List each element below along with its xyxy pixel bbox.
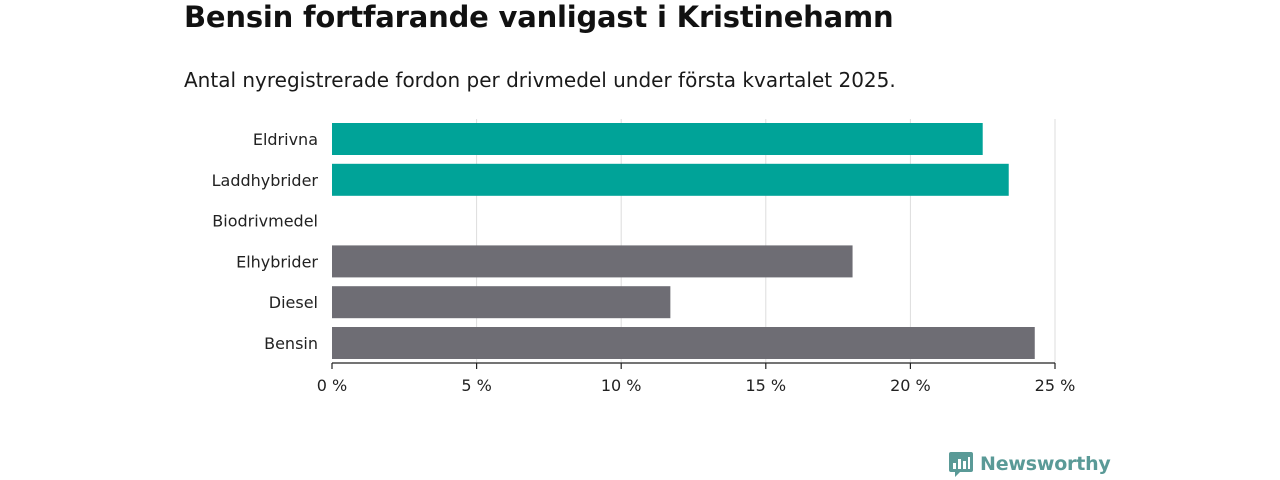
bar <box>332 123 983 155</box>
x-tick-label: 25 % <box>1035 376 1076 395</box>
category-label: Diesel <box>269 293 318 312</box>
x-axis: 0 % 5 % 10 % 15 % 20 % 25 % <box>317 362 1076 395</box>
category-label: Laddhybrider <box>212 171 319 190</box>
bar <box>332 245 853 278</box>
bar <box>332 327 1035 359</box>
category-label: Eldrivna <box>253 130 318 149</box>
category-labels: Eldrivna Laddhybrider Biodrivmedel Elhybrid… <box>212 130 319 353</box>
grid-lines <box>476 119 1056 363</box>
brand-logo: Newsworthy <box>948 450 1111 478</box>
bar <box>332 286 671 319</box>
x-tick-label: 20 % <box>890 376 931 395</box>
x-tick-label: 15 % <box>745 376 786 395</box>
x-tick-label: 5 % <box>461 376 491 395</box>
x-tick-label: 10 % <box>601 376 642 395</box>
bar-chart-bubble-icon <box>949 452 973 477</box>
category-label: Biodrivmedel <box>212 212 318 231</box>
chart-subtitle: Antal nyregistrerade fordon per drivmede… <box>184 68 896 92</box>
bar <box>332 163 1009 196</box>
brand-name: Newsworthy <box>980 453 1111 475</box>
bar-chart: Eldrivna Laddhybrider Biodrivmedel Elhybrid… <box>212 119 1076 395</box>
chart-title: Bensin fortfarande vanligast i Kristineh… <box>184 0 894 34</box>
category-label: Elhybrider <box>236 252 318 271</box>
category-label: Bensin <box>264 334 318 353</box>
bars <box>332 123 1035 359</box>
x-tick-label: 0 % <box>317 376 347 395</box>
